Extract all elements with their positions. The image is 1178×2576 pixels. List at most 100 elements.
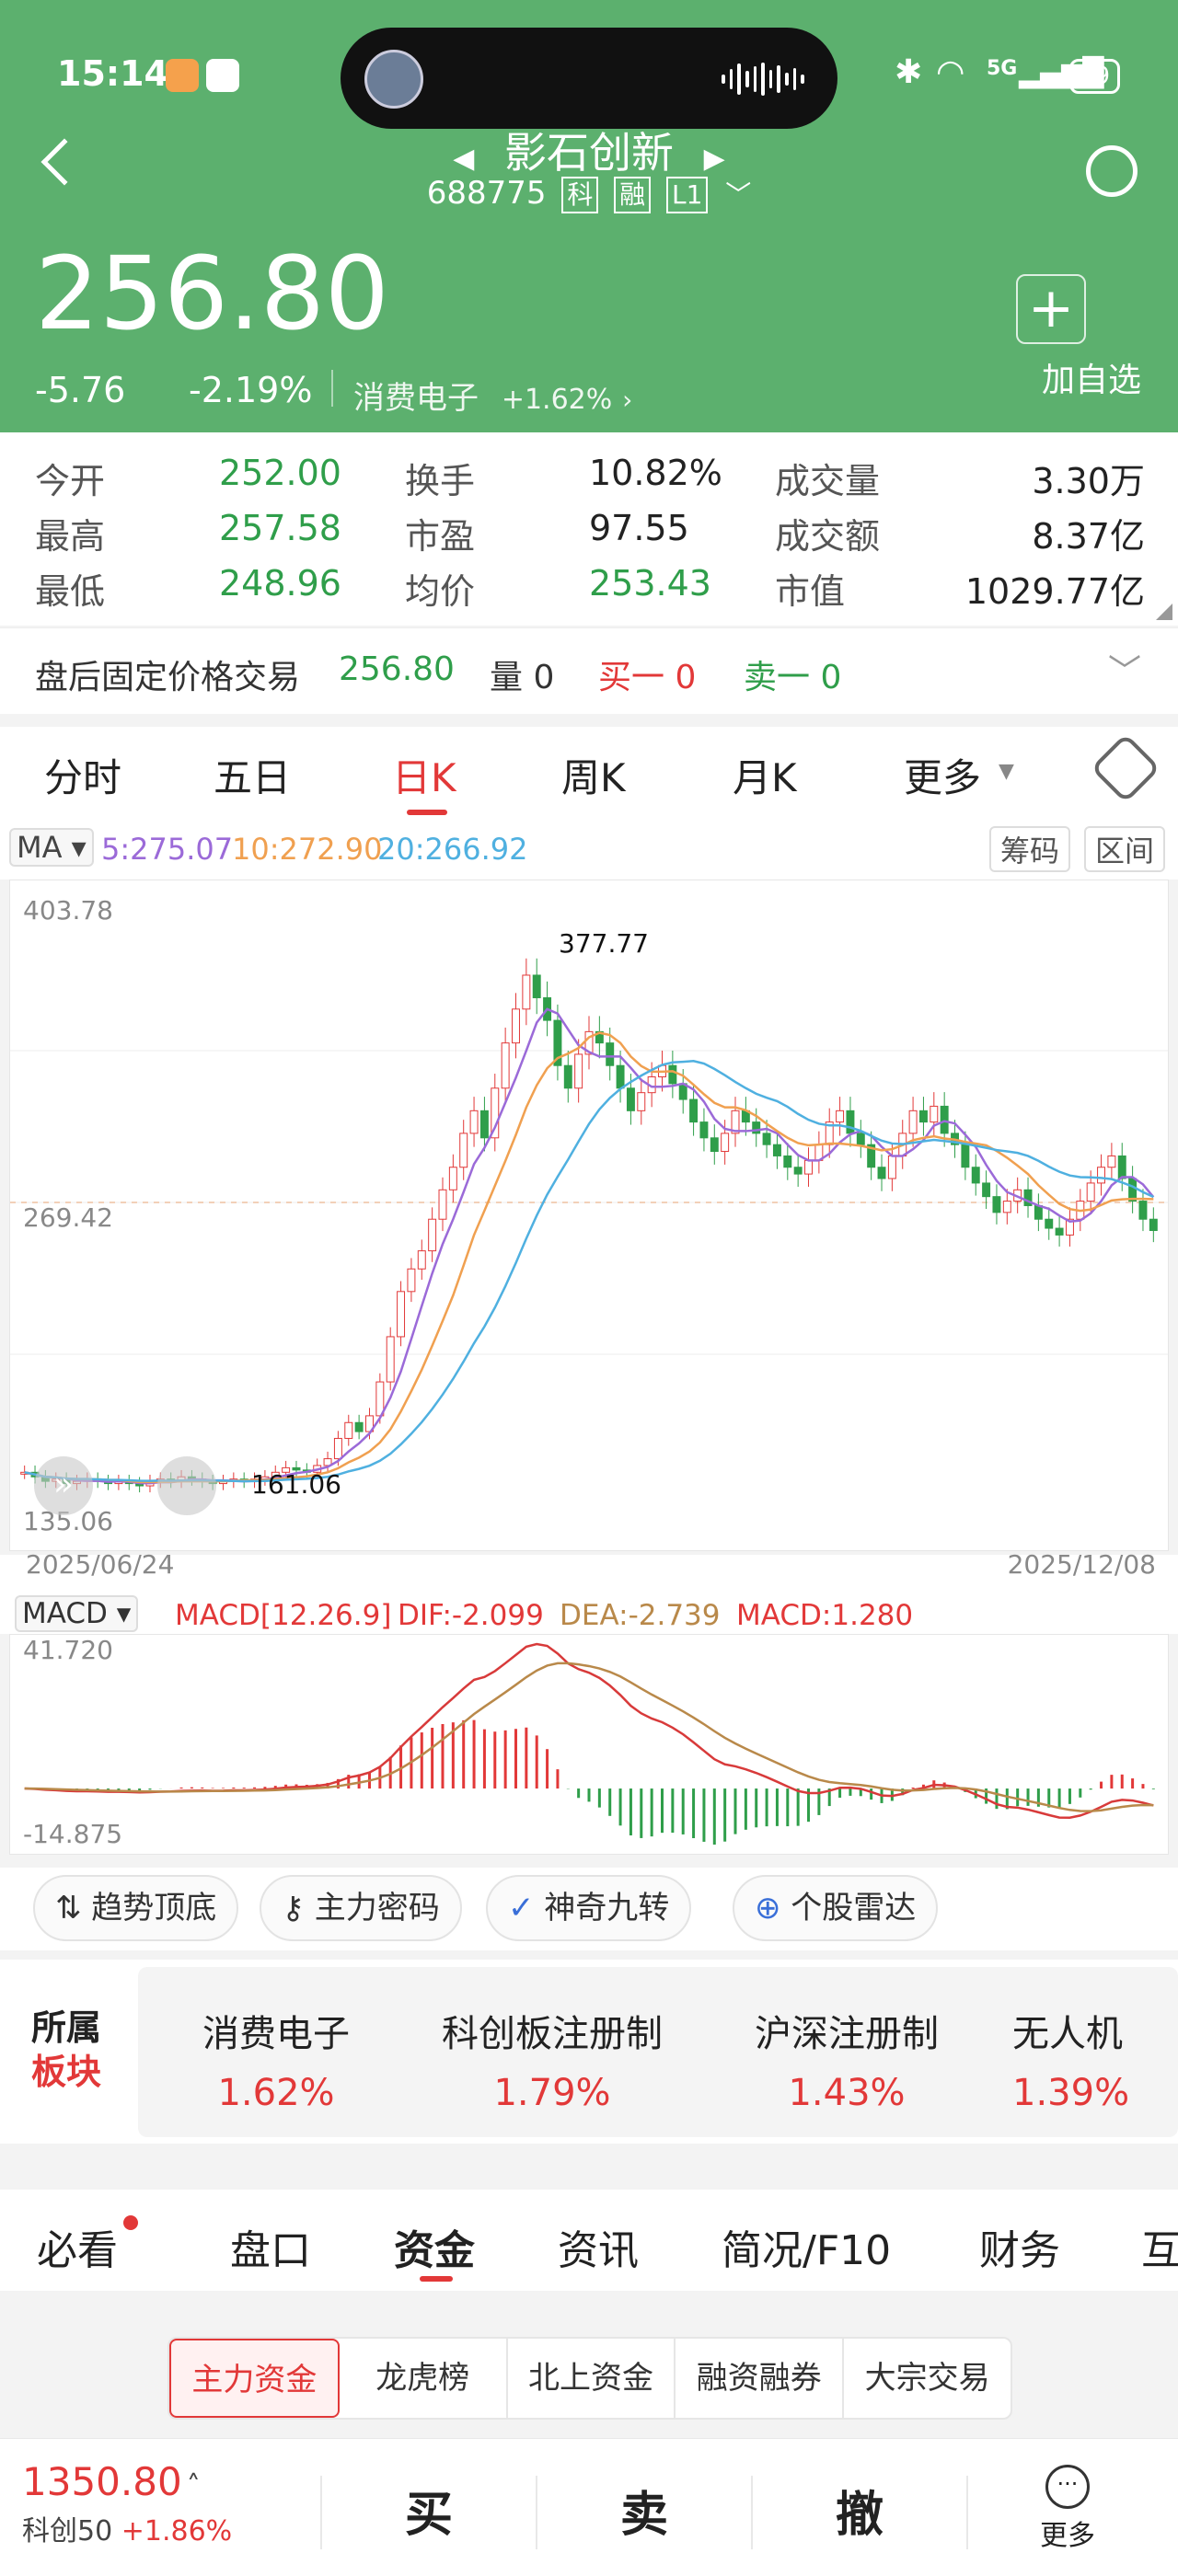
candle-body [606, 1042, 615, 1066]
tab-order-book[interactable]: 盘口 [230, 2227, 311, 2274]
candle-body [1055, 1227, 1064, 1236]
candle-body [448, 1167, 457, 1190]
sector-panel: 所属 板块 消费电子 1.62% 科创板注册制 1.79% 沪深注册制 1.43… [0, 1960, 1178, 2144]
candle-body [930, 1105, 939, 1123]
tab-daily-k[interactable]: 日K [392, 755, 456, 800]
ma5-line [24, 1007, 1155, 1485]
macd-dif: DIF:-2.099 [398, 1599, 544, 1632]
subtab-dragon-tiger[interactable]: 龙虎榜 [340, 2339, 508, 2418]
x-axis-end-date: 2025/12/08 [1007, 1549, 1156, 1580]
prev-stock-icon[interactable]: ◀ [453, 143, 475, 175]
indicator-tools: ⇅ 趋势顶底 ⚷ 主力密码 ✓ 神奇九转 ⊕ 个股雷达 [0, 1868, 1178, 1950]
magic-nine-button[interactable]: ✓ 神奇九转 [486, 1875, 692, 1941]
tab-funds[interactable]: 资金 [394, 2227, 475, 2274]
app-notification-icon [166, 59, 199, 92]
buy-button[interactable]: 买 [405, 2488, 454, 2543]
macd-selector[interactable]: MACD ▾ [15, 1595, 139, 1632]
fullscreen-icon[interactable] [157, 1456, 216, 1515]
stock-radar-button[interactable]: ⊕ 个股雷达 [733, 1875, 939, 1941]
macd-axis-bottom: -14.875 [23, 1819, 123, 1849]
status-time: 15:14 [57, 53, 168, 94]
sector-link[interactable]: 消费电子 +1.62% › [353, 373, 632, 418]
tool-label: 个股雷达 [791, 1890, 917, 1926]
quote-panel: 今开 252.00 换手 10.82% 成交量 3.30万 最高 257.58 … [0, 432, 1178, 626]
candle-body [836, 1110, 845, 1123]
macd-svg [24, 1642, 1155, 1845]
sector-item-name: 沪深注册制 [755, 2013, 939, 2055]
range-button[interactable]: 区间 [1084, 826, 1166, 872]
checkmark-icon: ✓ [508, 1890, 545, 1926]
tag-level[interactable]: L1 [666, 177, 709, 213]
chevron-down-icon[interactable]: ﹀ [725, 179, 752, 210]
candle-body [491, 1087, 500, 1139]
sector-list: 消费电子 1.62% 科创板注册制 1.79% 沪深注册制 1.43% 无人机 … [138, 1967, 1178, 2137]
candle-body [762, 1133, 771, 1145]
quote-label: 最低 [35, 571, 106, 612]
macd-chart[interactable]: 41.720 -14.875 [9, 1634, 1169, 1855]
tab-five-day[interactable]: 五日 [214, 755, 292, 800]
subtab-main-funds[interactable]: 主力资金 [169, 2339, 340, 2418]
after-hours-bar[interactable]: 盘后固定价格交易 256.80 量 0 买一 0 卖一 0 ﹀ [0, 627, 1178, 714]
arrows-icon: ⇅ [55, 1890, 92, 1926]
kline-chart[interactable]: 403.78 269.42 135.06 377.77 161.06 » [9, 880, 1169, 1551]
search-icon[interactable] [1086, 145, 1138, 197]
tab-monthly-k[interactable]: 月K [733, 755, 797, 800]
sector-item[interactable]: 科创板注册制 1.79% [414, 2004, 690, 2114]
subtab-block-trade[interactable]: 大宗交易 [864, 2360, 990, 2397]
candle-body [522, 974, 531, 1010]
sector-item-name: 科创板注册制 [442, 2013, 663, 2055]
quote-value: 3.30万 [1032, 461, 1145, 501]
main-force-code-button[interactable]: ⚷ 主力密码 [260, 1875, 462, 1941]
macd-axis-top: 41.720 [23, 1635, 113, 1665]
tag-margin: 融 [614, 177, 652, 213]
sector-item[interactable]: 沪深注册制 1.43% [727, 2004, 966, 2114]
candle-body [867, 1144, 876, 1168]
quote-value: 253.43 [589, 563, 711, 604]
candle-body [469, 1110, 479, 1134]
more-button[interactable]: ··· 更多 [1040, 2465, 1095, 2553]
sell-button[interactable]: 卖 [620, 2488, 669, 2543]
macd-value: MACD:1.280 [736, 1599, 914, 1632]
candle-body [626, 1087, 635, 1111]
ma-legend: MA ▾ 5:275.07 10:272.90 20:266.92 筹码 区间 [0, 819, 1178, 880]
tab-finance[interactable]: 财务 [979, 2227, 1060, 2274]
expand-corner-icon[interactable] [1156, 604, 1172, 620]
next-stock-icon[interactable]: ▶ [703, 143, 725, 175]
candle-body [407, 1268, 416, 1293]
after-hours-label: 盘后固定价格交易 [35, 659, 301, 696]
index-ticker[interactable]: 1350.80 ˄ 科创50 +1.86% [22, 2459, 232, 2548]
add-watchlist-label[interactable]: 加自选 [1041, 362, 1141, 399]
candle-body [908, 1110, 918, 1134]
quote-label: 今开 [35, 461, 106, 501]
chevron-down-icon[interactable]: ﹀ [1107, 653, 1141, 691]
tab-weekly-k[interactable]: 周K [561, 755, 626, 800]
cancel-order-button[interactable]: 撤 [836, 2488, 884, 2543]
add-watchlist-button[interactable]: + [1016, 274, 1086, 344]
tab-more[interactable]: 更多 [904, 755, 982, 800]
candle-body [887, 1155, 896, 1179]
candle-body [354, 1421, 364, 1432]
candle-body [982, 1182, 991, 1198]
candle-body [292, 1466, 301, 1471]
quote-value: 8.37亿 [1032, 516, 1145, 557]
subtab-northbound[interactable]: 北上资金 [508, 2339, 676, 2418]
tab-f10[interactable]: 简况/F10 [722, 2227, 892, 2274]
chips-button[interactable]: 筹码 [989, 826, 1071, 872]
candle-body [772, 1144, 781, 1156]
tab-must-see[interactable]: 必看 [37, 2227, 118, 2274]
divider [751, 2476, 753, 2549]
fund-subtabs: 主力资金 龙虎榜 北上资金 融资融券 大宗交易 [167, 2337, 1012, 2420]
candle-body [689, 1098, 699, 1123]
scroll-left-button[interactable]: » [34, 1456, 93, 1515]
radar-icon: ⊕ [755, 1890, 791, 1926]
settings-icon[interactable] [1090, 732, 1161, 804]
sector-item[interactable]: 消费电子 1.62% [175, 2004, 377, 2114]
tab-news[interactable]: 资讯 [558, 2227, 639, 2274]
candle-body [1097, 1167, 1106, 1184]
tab-interact[interactable]: 互 [1141, 2227, 1178, 2274]
subtab-margin[interactable]: 融资融券 [676, 2339, 845, 2418]
tab-intraday[interactable]: 分时 [44, 755, 122, 800]
trend-top-bottom-button[interactable]: ⇅ 趋势顶底 [33, 1875, 239, 1941]
sector-item[interactable]: 无人机 1.39% [1012, 2004, 1178, 2114]
ma-selector[interactable]: MA ▾ [9, 828, 94, 867]
